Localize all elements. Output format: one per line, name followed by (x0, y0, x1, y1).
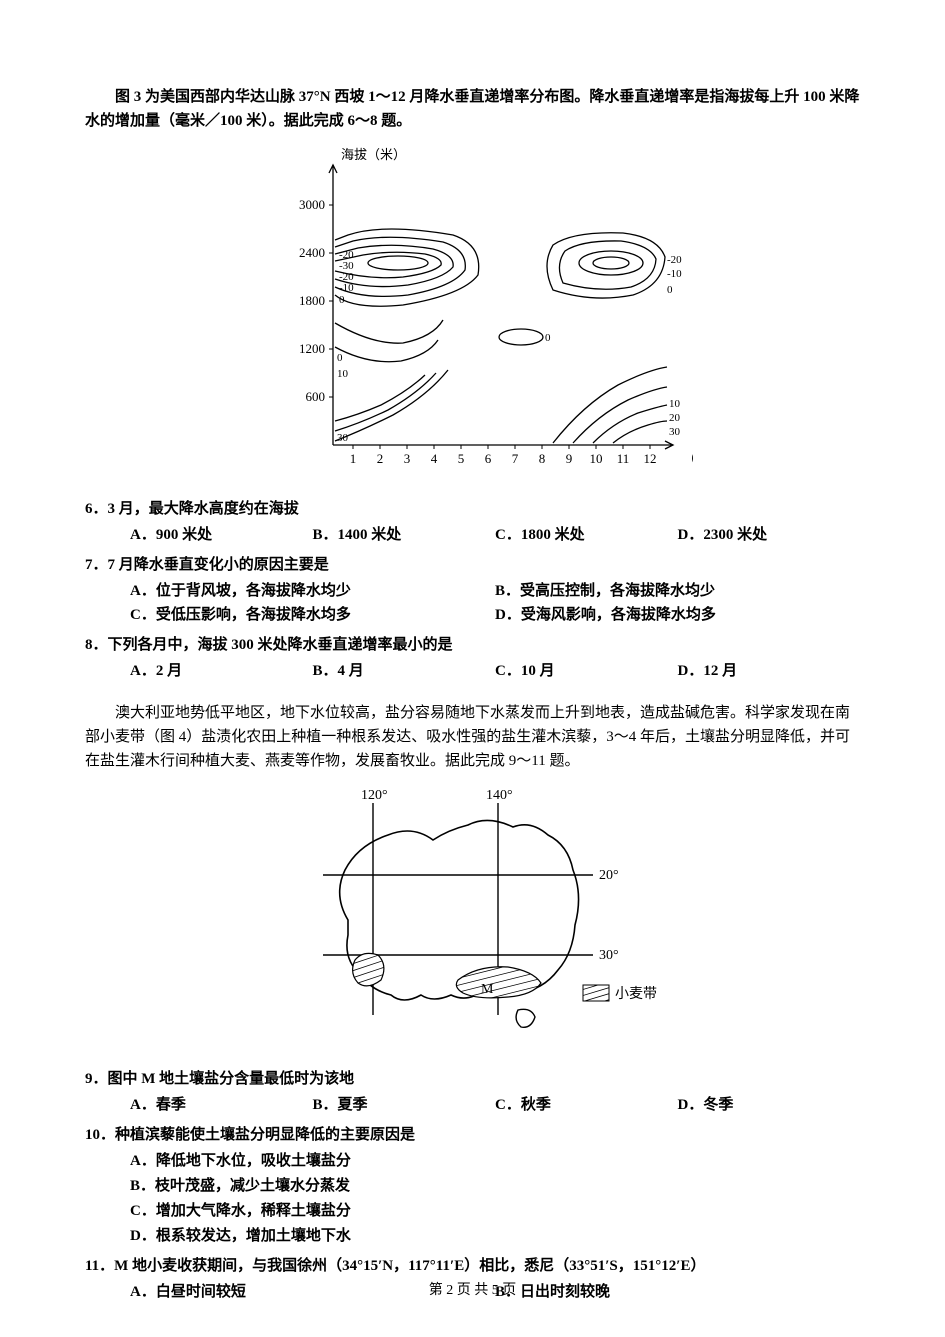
lon-120: 120° (361, 788, 388, 803)
x-axis-label: （月） (683, 451, 693, 466)
ytick-3000: 3000 (299, 197, 325, 212)
clabel-ur-3: 0 (667, 284, 673, 296)
q10-stem: 10．种植滨藜能使土壤盐分明显降低的主要原因是 (85, 1123, 860, 1147)
q9-choice-b: B．夏季 (313, 1093, 496, 1117)
q8-choice-b: B．4 月 (313, 659, 496, 683)
figure-3: 海拔（米） 600 1200 1800 2400 3000 1 2 3 4 5 … (85, 145, 860, 483)
clabel-ul-5: 0 (339, 294, 345, 306)
clabel-ll-2: 10 (337, 368, 349, 380)
q10-choice-c: C．增加大气降水，稀释土壤盐分 (130, 1199, 860, 1223)
q6-choice-c: C．1800 米处 (495, 523, 678, 547)
q8-choice-c: C．10 月 (495, 659, 678, 683)
xtick-12: 12 (643, 451, 656, 466)
clabel-center: 0 (545, 332, 551, 344)
clabel-ur-1: -20 (667, 254, 682, 266)
xtick-1: 1 (349, 451, 356, 466)
xtick-8: 8 (538, 451, 545, 466)
legend-label: 小麦带 (615, 986, 657, 1002)
q9-choice-d: D．冬季 (678, 1093, 861, 1117)
q7-choice-c: C．受低压影响，各海拔降水均多 (130, 603, 495, 627)
ytick-600: 600 (305, 389, 325, 404)
australia-map: 120° 140° 20° 30° M (263, 785, 683, 1045)
q6-stem: 6．3 月，最大降水高度约在海拔 (85, 497, 860, 521)
clabel-ul-4: -10 (339, 282, 354, 294)
clabel-ur-2: -10 (667, 268, 682, 280)
xtick-6: 6 (484, 451, 491, 466)
q7-choice-d: D．受海风影响，各海拔降水均多 (495, 603, 860, 627)
lat-30: 30° (599, 948, 619, 963)
contour-chart: 海拔（米） 600 1200 1800 2400 3000 1 2 3 4 5 … (253, 145, 693, 475)
q6-choice-b: B．1400 米处 (313, 523, 496, 547)
q9-stem: 9．图中 M 地土壤盐分含量最低时为该地 (85, 1067, 860, 1091)
xtick-10: 10 (589, 451, 602, 466)
clabel-ll-1: 0 (337, 352, 343, 364)
intro-text-1: 图 3 为美国西部内华达山脉 37°N 西坡 1～12 月降水垂直递增率分布图。… (85, 85, 860, 133)
xtick-9: 9 (565, 451, 572, 466)
clabel-lr-2: 20 (669, 412, 681, 424)
ytick-2400: 2400 (299, 245, 325, 260)
ytick-1200: 1200 (299, 341, 325, 356)
q10-choice-d: D．根系较发达，增加土壤地下水 (130, 1224, 860, 1248)
q11-stem: 11．M 地小麦收获期间，与我国徐州（34°15′N，117°11′E）相比，悉… (85, 1254, 860, 1278)
xtick-3: 3 (403, 451, 410, 466)
q8-stem: 8．下列各月中，海拔 300 米处降水垂直递增率最小的是 (85, 633, 860, 657)
q8-choice-d: D．12 月 (678, 659, 861, 683)
y-axis-label: 海拔（米） (341, 147, 406, 162)
xtick-2: 2 (376, 451, 383, 466)
xtick-7: 7 (511, 451, 518, 466)
q7-choice-b: B．受高压控制，各海拔降水均少 (495, 579, 860, 603)
q6-choice-a: A．900 米处 (130, 523, 313, 547)
clabel-lr-1: 10 (669, 398, 681, 410)
q10-choice-b: B．枝叶茂盛，减少土壤水分蒸发 (130, 1174, 860, 1198)
legend: 小麦带 (578, 979, 657, 1009)
lon-140: 140° (486, 788, 513, 803)
lat-20: 20° (599, 868, 619, 883)
q9-choice-a: A．春季 (130, 1093, 313, 1117)
xtick-5: 5 (457, 451, 464, 466)
ytick-1800: 1800 (299, 293, 325, 308)
xtick-4: 4 (430, 451, 437, 466)
tasmania (516, 1009, 535, 1027)
q10-choice-a: A．降低地下水位，吸收土壤盐分 (130, 1149, 860, 1173)
q7-stem: 7．7 月降水垂直变化小的原因主要是 (85, 553, 860, 577)
q6-choice-d: D．2300 米处 (678, 523, 861, 547)
clabel-ll-3: 30 (337, 432, 349, 444)
page-footer: 第 2 页 共 5 页 (0, 1280, 945, 1302)
intro-text-2: 澳大利亚地势低平地区，地下水位较高，盐分容易随地下水蒸发而上升到地表，造成盐碱危… (85, 701, 860, 773)
clabel-lr-3: 30 (669, 426, 681, 438)
q7-choice-a: A．位于背风坡，各海拔降水均少 (130, 579, 495, 603)
q8-choice-a: A．2 月 (130, 659, 313, 683)
q9-choice-c: C．秋季 (495, 1093, 678, 1117)
m-label: M (481, 982, 494, 997)
xtick-11: 11 (616, 451, 629, 466)
figure-4: 120° 140° 20° 30° M (85, 785, 860, 1053)
